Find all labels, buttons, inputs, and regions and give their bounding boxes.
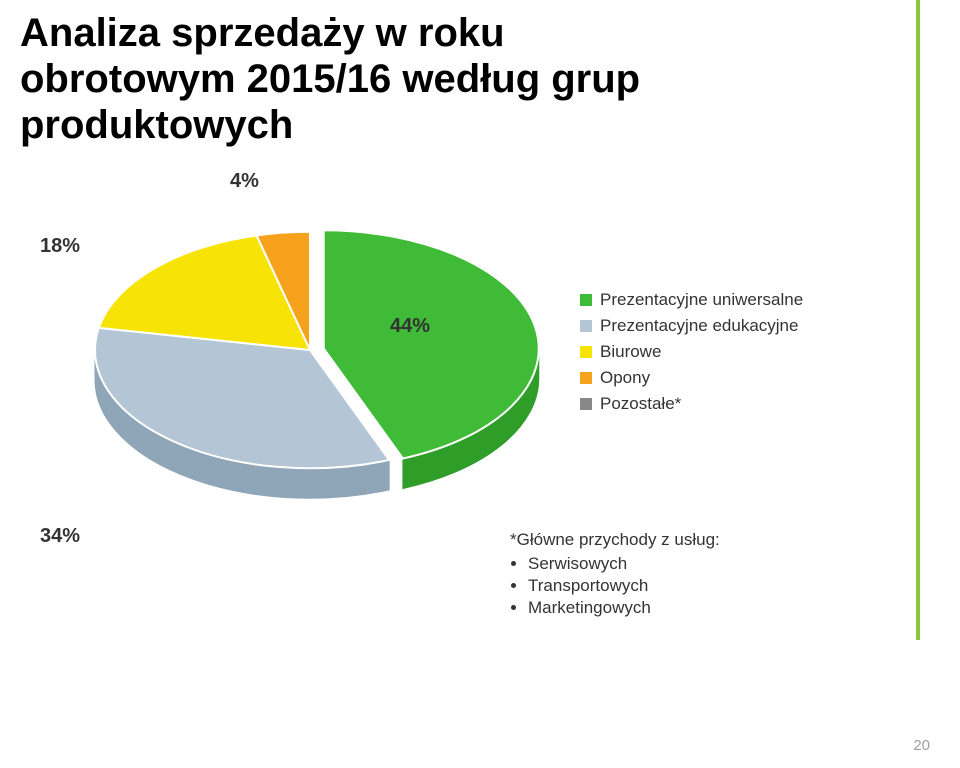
legend-item: Prezentacyjne edukacyjne <box>580 316 803 336</box>
legend-item: Prezentacyjne uniwersalne <box>580 290 803 310</box>
legend-label: Prezentacyjne uniwersalne <box>600 290 803 310</box>
footnote-item: Serwisowych <box>528 554 720 574</box>
footnote-item: Marketingowych <box>528 598 720 618</box>
legend-swatch <box>580 372 592 384</box>
pie-chart: 44%34%18%4% <box>60 175 560 525</box>
legend-swatch <box>580 398 592 410</box>
page-number: 20 <box>913 737 930 754</box>
legend-label: Opony <box>600 368 650 388</box>
legend-item: Biurowe <box>580 342 803 362</box>
legend-label: Pozostałe* <box>600 394 681 414</box>
pie-label: 34% <box>40 525 80 548</box>
page-title: Analiza sprzedaży w roku obrotowym 2015/… <box>20 10 720 148</box>
footnote-item: Transportowych <box>528 576 720 596</box>
accent-bar <box>916 0 920 640</box>
legend-swatch <box>580 320 592 332</box>
legend-swatch <box>580 346 592 358</box>
legend-item: Pozostałe* <box>580 394 803 414</box>
pie-label: 44% <box>390 315 430 338</box>
footnote-list: SerwisowychTransportowychMarketingowych <box>528 554 720 618</box>
legend-label: Biurowe <box>600 342 661 362</box>
pie-label: 18% <box>40 235 80 258</box>
footnote: *Główne przychody z usług: SerwisowychTr… <box>510 530 720 620</box>
footnote-heading: *Główne przychody z usług: <box>510 530 720 550</box>
legend-item: Opony <box>580 368 803 388</box>
pie-label: 4% <box>230 170 259 193</box>
legend-swatch <box>580 294 592 306</box>
chart-legend: Prezentacyjne uniwersalne Prezentacyjne e… <box>580 290 803 420</box>
legend-label: Prezentacyjne edukacyjne <box>600 316 798 336</box>
